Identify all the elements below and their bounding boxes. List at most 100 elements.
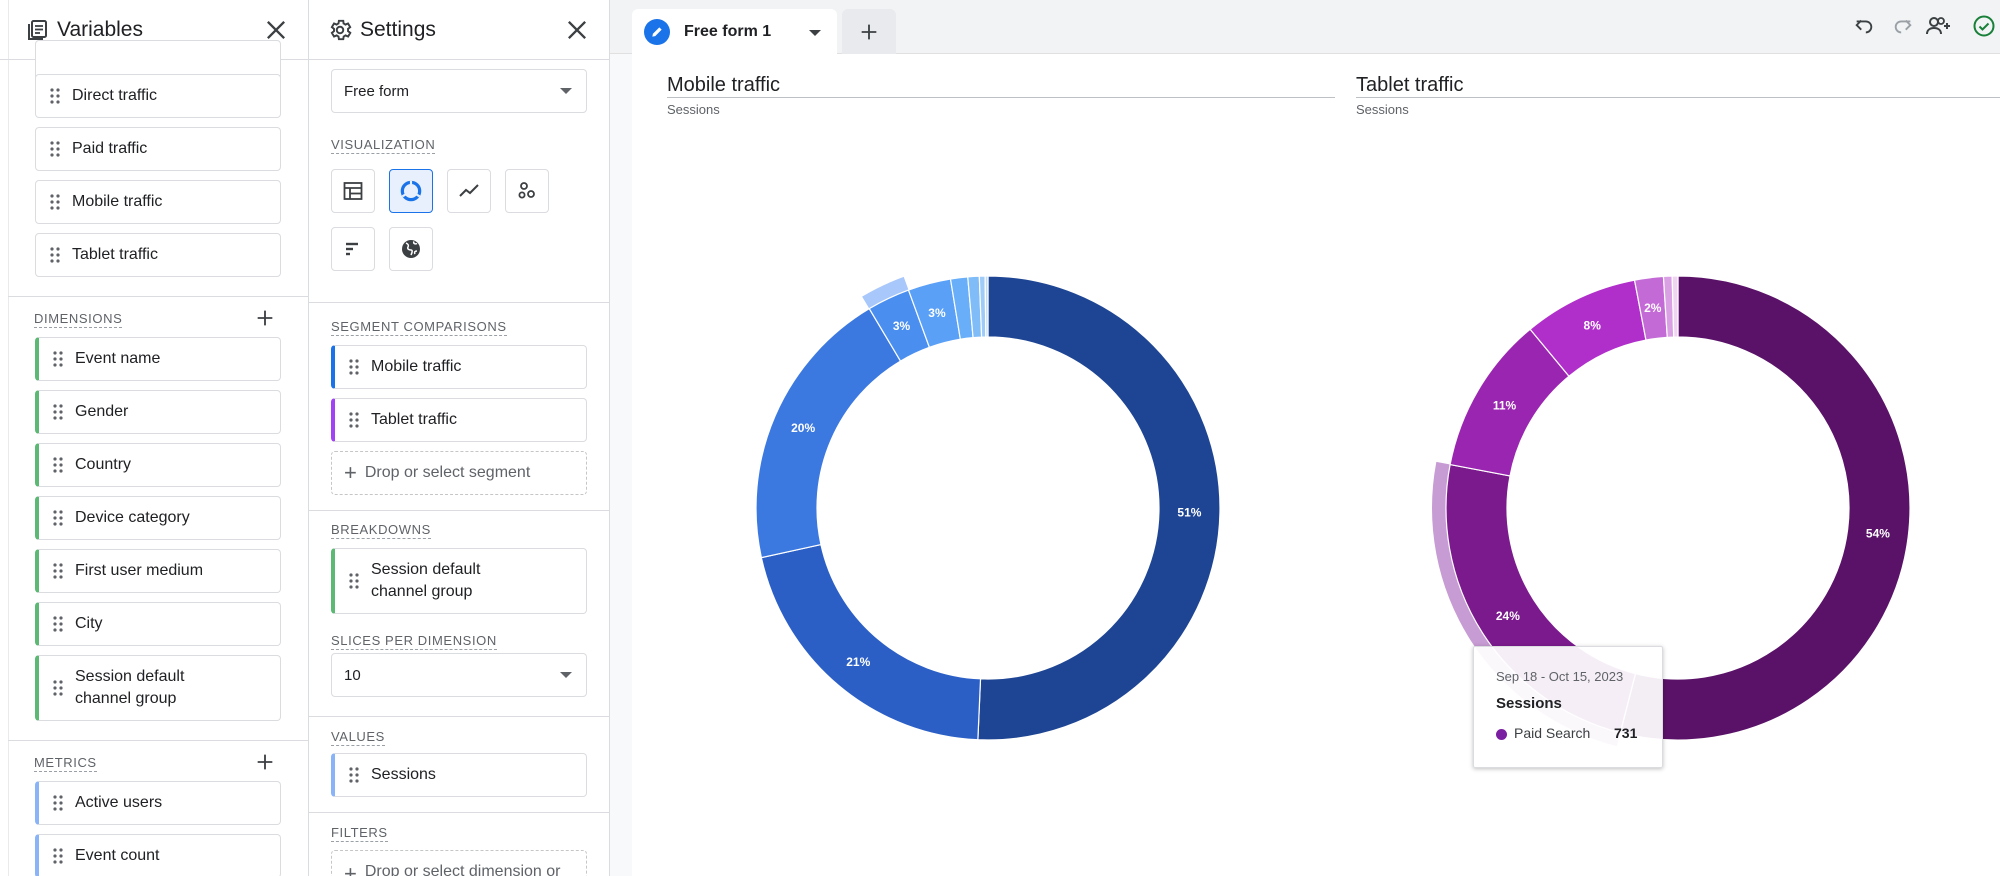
dimension-chip[interactable]: Event name	[35, 337, 281, 381]
donut-charts: 51% 21% 20% 3% 3% 54% 24% 11% 8% 2%	[755, 275, 1911, 747]
metric-chip[interactable]: Event count	[35, 834, 281, 876]
tooltip-metric: Sessions	[1496, 695, 1562, 712]
dimension-chip-label: Session default channel group	[75, 668, 185, 707]
comparison-chip-label: Mobile traffic	[371, 358, 462, 375]
drag-handle-icon	[53, 457, 63, 473]
comparison-chip[interactable]: Mobile traffic	[331, 345, 587, 389]
add-dimension-icon[interactable]	[254, 307, 276, 329]
settings-panel: Settings Free form VISUALIZATION	[309, 0, 610, 876]
donut-slice[interactable]	[1671, 275, 1679, 338]
metric-chip[interactable]: Active users	[35, 781, 281, 825]
dimension-chip[interactable]: Device category	[35, 496, 281, 540]
dimension-chip[interactable]: Country	[35, 443, 281, 487]
drag-handle-icon	[50, 88, 60, 104]
slice-hover-halo	[862, 276, 909, 309]
scatter-chart-icon	[518, 182, 535, 199]
drag-handle-icon	[53, 404, 63, 420]
variables-icon	[28, 20, 47, 40]
slices-select[interactable]: 10	[331, 653, 587, 697]
variables-title: Variables	[57, 18, 143, 41]
undo-button[interactable]	[1850, 12, 1878, 40]
main-area: Free form 1 Mobile traffic Sessions Tabl…	[610, 0, 2000, 876]
drag-handle-icon	[53, 351, 63, 367]
chevron-down-icon[interactable]	[809, 30, 821, 36]
viz-geo-button[interactable]	[389, 227, 433, 271]
divider	[309, 716, 609, 717]
breakdown-chip[interactable]: Session default channel group	[331, 548, 587, 614]
dimension-chip[interactable]: Session default channel group	[35, 655, 281, 721]
segment-chip[interactable]: Tablet traffic	[35, 233, 281, 277]
dimension-chip[interactable]: Gender	[35, 390, 281, 434]
technique-value: Free form	[344, 82, 410, 100]
segment-chip-label: Direct traffic	[72, 87, 158, 104]
tab-bar: Free form 1	[610, 0, 2000, 54]
comparison-chip[interactable]: Tablet traffic	[331, 398, 587, 442]
drop-filter-zone[interactable]: + Drop or select dimension or	[331, 850, 587, 876]
chevron-down-icon	[560, 672, 572, 678]
share-button[interactable]	[1925, 12, 1953, 40]
divider	[309, 302, 609, 303]
breakdowns-label: BREAKDOWNS	[331, 522, 431, 539]
drop-segment-zone[interactable]: + Drop or select segment	[331, 451, 587, 495]
close-settings-icon[interactable]	[563, 16, 591, 44]
table-icon	[343, 182, 363, 200]
donut-slice[interactable]	[760, 543, 982, 741]
drag-handle-icon	[53, 616, 63, 632]
values-label: VALUES	[331, 729, 385, 746]
viz-table-button[interactable]	[331, 169, 375, 213]
viz-donut-button[interactable]	[389, 169, 433, 213]
redo-button[interactable]	[1889, 12, 1917, 40]
drag-handle-icon	[349, 412, 359, 428]
tooltip-series-dot	[1496, 729, 1507, 740]
tab-free-form-1[interactable]: Free form 1	[632, 9, 837, 54]
drag-handle-icon	[50, 194, 60, 210]
segment-chip[interactable]: Mobile traffic	[35, 180, 281, 224]
add-tab-button[interactable]	[842, 9, 896, 54]
close-variables-icon[interactable]	[262, 16, 290, 44]
value-label: Sessions	[371, 766, 436, 783]
gear-icon	[330, 19, 352, 41]
donut-slice[interactable]	[984, 275, 989, 338]
value-chip[interactable]: Sessions	[331, 753, 587, 797]
segment-chip-label: Paid traffic	[72, 140, 148, 157]
segment-chip[interactable]: Direct traffic	[35, 74, 281, 118]
geo-map-icon	[402, 240, 420, 258]
drag-handle-icon	[349, 767, 359, 783]
dimension-chip[interactable]: First user medium	[35, 549, 281, 593]
viz-scatter-button[interactable]	[505, 169, 549, 213]
chart-title-mobile: Mobile traffic	[667, 74, 781, 96]
donut-slice[interactable]	[977, 275, 1221, 741]
breakdown-label: Session default channel group	[371, 561, 481, 600]
check-circle-icon	[1973, 15, 1995, 37]
drag-handle-icon	[50, 141, 60, 157]
segment-chip-label: Tablet traffic	[72, 246, 158, 263]
dimension-chip[interactable]: City	[35, 602, 281, 646]
chart-tooltip: Sep 18 - Oct 15, 2023 Sessions Paid Sear…	[1473, 646, 1663, 768]
dimension-chip-label: Device category	[75, 509, 190, 526]
technique-select[interactable]: Free form	[331, 69, 587, 113]
drag-handle-icon	[53, 563, 63, 579]
slice-label: 8%	[1584, 319, 1602, 333]
add-metric-icon[interactable]	[254, 751, 276, 773]
dimension-chip-label: Gender	[75, 403, 129, 420]
segment-chip[interactable]: Paid traffic	[35, 127, 281, 171]
donut-slice[interactable]	[1619, 275, 1911, 741]
chart-title-tablet: Tablet traffic	[1356, 74, 1464, 96]
chart-subtitle-mobile: Sessions	[667, 102, 720, 117]
dimensions-label: DIMENSIONS	[34, 311, 123, 328]
saved-status[interactable]	[1970, 12, 1998, 40]
drop-filter-text: Drop or select dimension or	[364, 863, 561, 876]
title-underline	[1356, 97, 2000, 98]
variables-panel: Variables Direct traffic Paid traffic Mobi…	[0, 0, 309, 876]
plus-icon: +	[344, 861, 357, 876]
divider	[309, 812, 609, 813]
divider	[8, 296, 308, 297]
slice-label: 24%	[1496, 609, 1520, 623]
slice-label: 3%	[893, 319, 911, 333]
donut-slice[interactable]	[755, 307, 902, 559]
plus-icon	[861, 24, 877, 39]
viz-line-button[interactable]	[447, 169, 491, 213]
segment-chip-label: Mobile traffic	[72, 193, 163, 210]
drag-handle-icon	[53, 795, 63, 811]
viz-bar-button[interactable]	[331, 227, 375, 271]
